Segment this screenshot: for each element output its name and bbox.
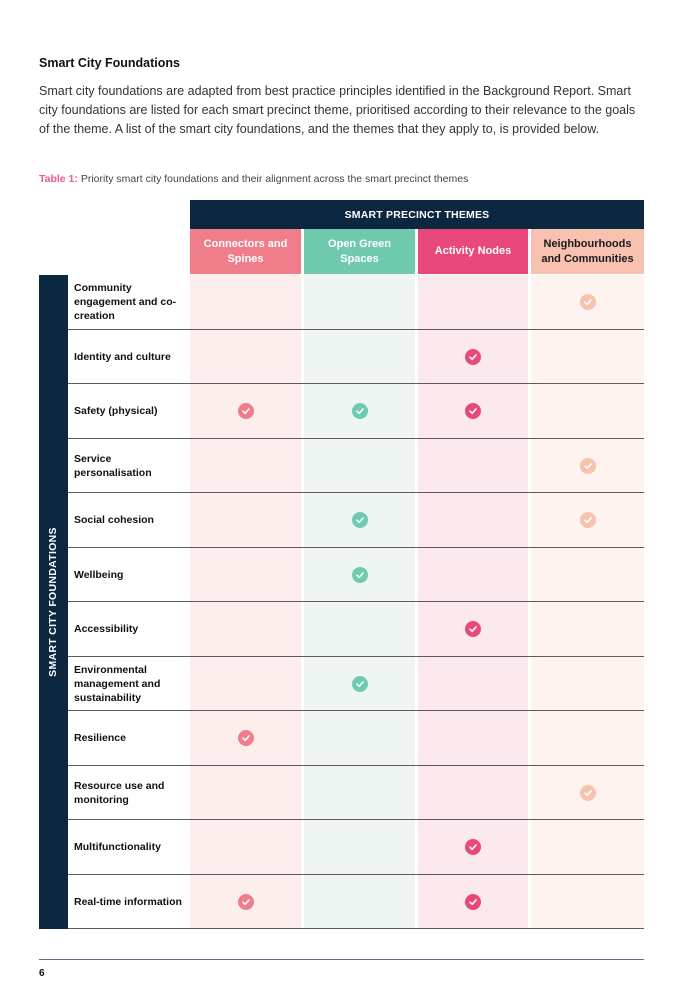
- check-icon: [579, 512, 596, 529]
- check-icon: [465, 621, 481, 638]
- row-divider: [68, 819, 644, 820]
- row-divider: [68, 764, 644, 766]
- foundation-label: Real-time information: [74, 895, 182, 908]
- check-icon: [351, 512, 368, 529]
- table-caption-label: Table 1:: [39, 173, 78, 185]
- check-icon: [351, 566, 368, 583]
- foundation-label: Resource use and monitoring: [74, 779, 165, 806]
- check-icon: [351, 403, 368, 420]
- row-divider: [68, 383, 644, 384]
- check-icon: [465, 893, 481, 910]
- foundation-label: Social cohesion: [74, 514, 154, 526]
- row-divider: [68, 928, 644, 929]
- check-icon: [351, 675, 368, 692]
- theme-header: Activity Nodes: [418, 229, 528, 274]
- row-divider: [68, 492, 644, 493]
- row-divider: [68, 328, 644, 330]
- check-icon: [237, 893, 254, 910]
- row-divider: [68, 710, 644, 711]
- check-icon: [465, 348, 481, 365]
- themes-header-title: SMART PRECINCT THEMES: [344, 208, 490, 221]
- foundation-label: Environmental management and sustainabil…: [74, 663, 161, 704]
- foundation-label: Accessibility: [74, 623, 139, 635]
- theme-column-bg: [418, 275, 528, 929]
- row-divider: [68, 655, 644, 657]
- theme-column-bg: [304, 275, 415, 929]
- table-caption: Table 1: Priority smart city foundations…: [39, 173, 468, 185]
- section-heading: Smart City Foundations: [39, 56, 180, 70]
- theme-header: Neighbourhoods and Communities: [531, 229, 644, 274]
- theme-column-bg: [190, 275, 301, 929]
- row-divider: [68, 546, 644, 548]
- intro-paragraph: Smart city foundations are adapted from …: [39, 84, 636, 136]
- row-divider: [68, 437, 644, 439]
- table-caption-text: Priority smart city foundations and thei…: [77, 173, 469, 185]
- row-divider: [68, 601, 644, 602]
- theme-header: Connectors and Spines: [190, 229, 301, 274]
- check-icon: [237, 403, 254, 420]
- foundations-sidebar-title: SMART CITY FOUNDATIONS: [47, 527, 59, 677]
- row-divider: [68, 873, 644, 875]
- check-icon: [465, 403, 481, 420]
- foundation-label: Identity and culture: [74, 350, 171, 363]
- foundation-label: Wellbeing: [74, 568, 124, 581]
- check-icon: [579, 457, 596, 474]
- page-number: 6: [39, 968, 45, 979]
- foundation-label: Community engagement and co-creation: [74, 282, 177, 322]
- themes-header-band: SMART PRECINCT THEMES: [190, 200, 644, 229]
- check-icon: [579, 784, 596, 801]
- foundation-label: Resilience: [74, 732, 126, 744]
- foundation-label: Safety (physical): [74, 405, 158, 417]
- foundation-label: Multifunctionality: [74, 841, 161, 853]
- foundation-label: Service personalisation: [74, 452, 152, 479]
- check-icon: [237, 730, 254, 747]
- footer-divider: [39, 959, 644, 960]
- check-icon: [579, 294, 596, 311]
- theme-header: Open Green Spaces: [304, 229, 415, 274]
- check-icon: [465, 839, 481, 856]
- theme-column-bg: [531, 275, 644, 929]
- foundations-sidebar: SMART CITY FOUNDATIONS: [39, 275, 68, 929]
